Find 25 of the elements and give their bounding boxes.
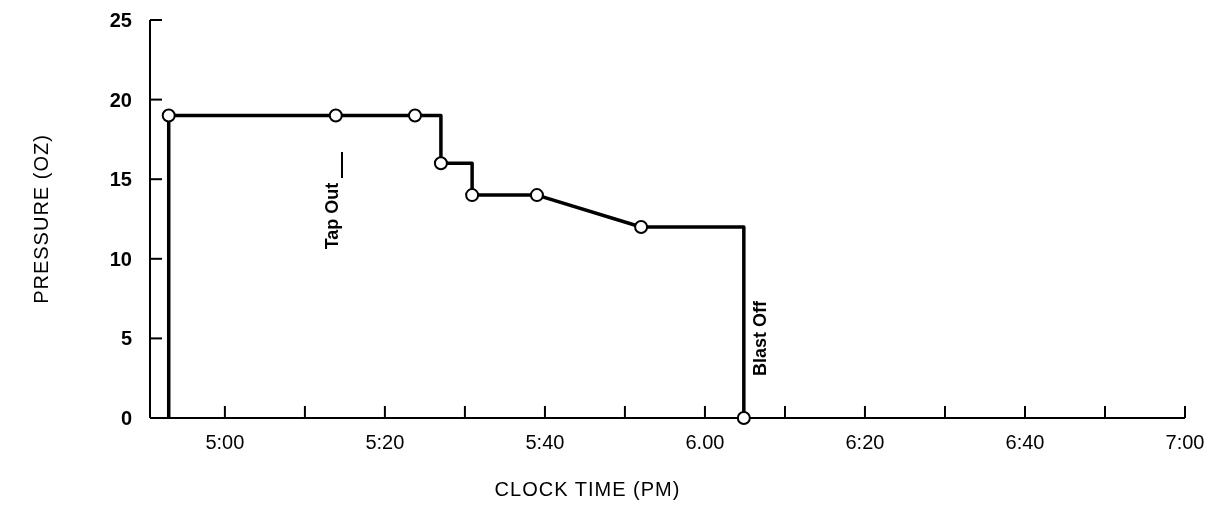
- x-tick-label: 6:40: [1005, 431, 1045, 453]
- point: [433, 156, 448, 171]
- point: [407, 108, 422, 123]
- y-tick-label: 0: [120, 407, 132, 429]
- x-tick-label: 5:20: [365, 431, 405, 453]
- point: [634, 219, 649, 234]
- point: [736, 411, 751, 425]
- point: [328, 108, 343, 123]
- x-tick-label: 6.00: [685, 431, 725, 453]
- y-tick-label: 25: [109, 9, 132, 31]
- y-tick-label: 10: [109, 247, 132, 270]
- x-axis-title: CLOCK TIME (PM): [494, 478, 681, 500]
- point: [529, 188, 544, 203]
- point: [465, 188, 480, 203]
- point: [161, 108, 176, 123]
- y-tick-label: 5: [120, 327, 132, 350]
- annotation: Blast Off: [749, 299, 770, 376]
- y-axis-title: PRESSURE (OZ): [30, 134, 52, 304]
- y-tick-label: 20: [109, 88, 132, 111]
- x-tick-label: 5:00: [205, 431, 245, 453]
- annotation: Tap Out: [322, 182, 342, 250]
- x-tick-label: 6:20: [845, 431, 885, 453]
- x-tick-label: 5:40: [525, 431, 565, 453]
- y-tick-label: 15: [109, 168, 132, 191]
- x-tick-label: 7:00: [1165, 431, 1205, 453]
